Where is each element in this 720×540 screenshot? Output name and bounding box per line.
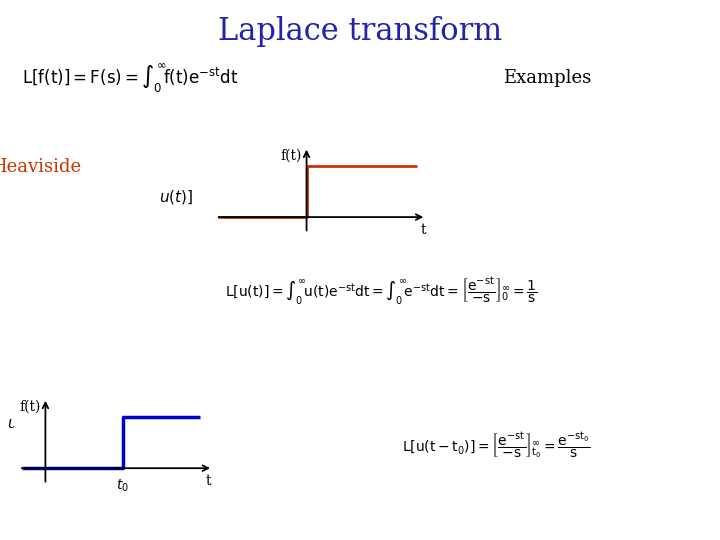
Text: f(t): f(t) (19, 400, 41, 414)
Text: t: t (205, 474, 211, 488)
Text: t: t (420, 223, 426, 237)
Text: $\mathrm{L[f(t)] = F(s) = \int_{0}^{\infty}\!f(t)e^{-st}dt}$: $\mathrm{L[f(t)] = F(s) = \int_{0}^{\inf… (22, 62, 238, 95)
Text: f(t): f(t) (281, 148, 302, 163)
Text: Examples: Examples (503, 69, 591, 87)
Text: Heaviside: Heaviside (0, 158, 81, 177)
Text: Laplace transform: Laplace transform (218, 16, 502, 47)
Text: $u(t-t_0)]$: $u(t-t_0)]$ (6, 415, 73, 433)
Text: $t_0$: $t_0$ (117, 477, 130, 494)
Text: $u(t)]$: $u(t)]$ (159, 188, 194, 206)
Text: $\mathrm{L[u(t)]=\int_{0}^{\infty}\!u(t)e^{-st}dt=\int_{0}^{\infty}\!e^{-st}dt=\: $\mathrm{L[u(t)]=\int_{0}^{\infty}\!u(t)… (225, 275, 538, 308)
Text: $\mathrm{L[u(t-t_0)]=\left[\dfrac{e^{-st}}{-s}\right]_{t_0}^{\infty}=\dfrac{e^{-: $\mathrm{L[u(t-t_0)]=\left[\dfrac{e^{-st… (402, 430, 591, 461)
